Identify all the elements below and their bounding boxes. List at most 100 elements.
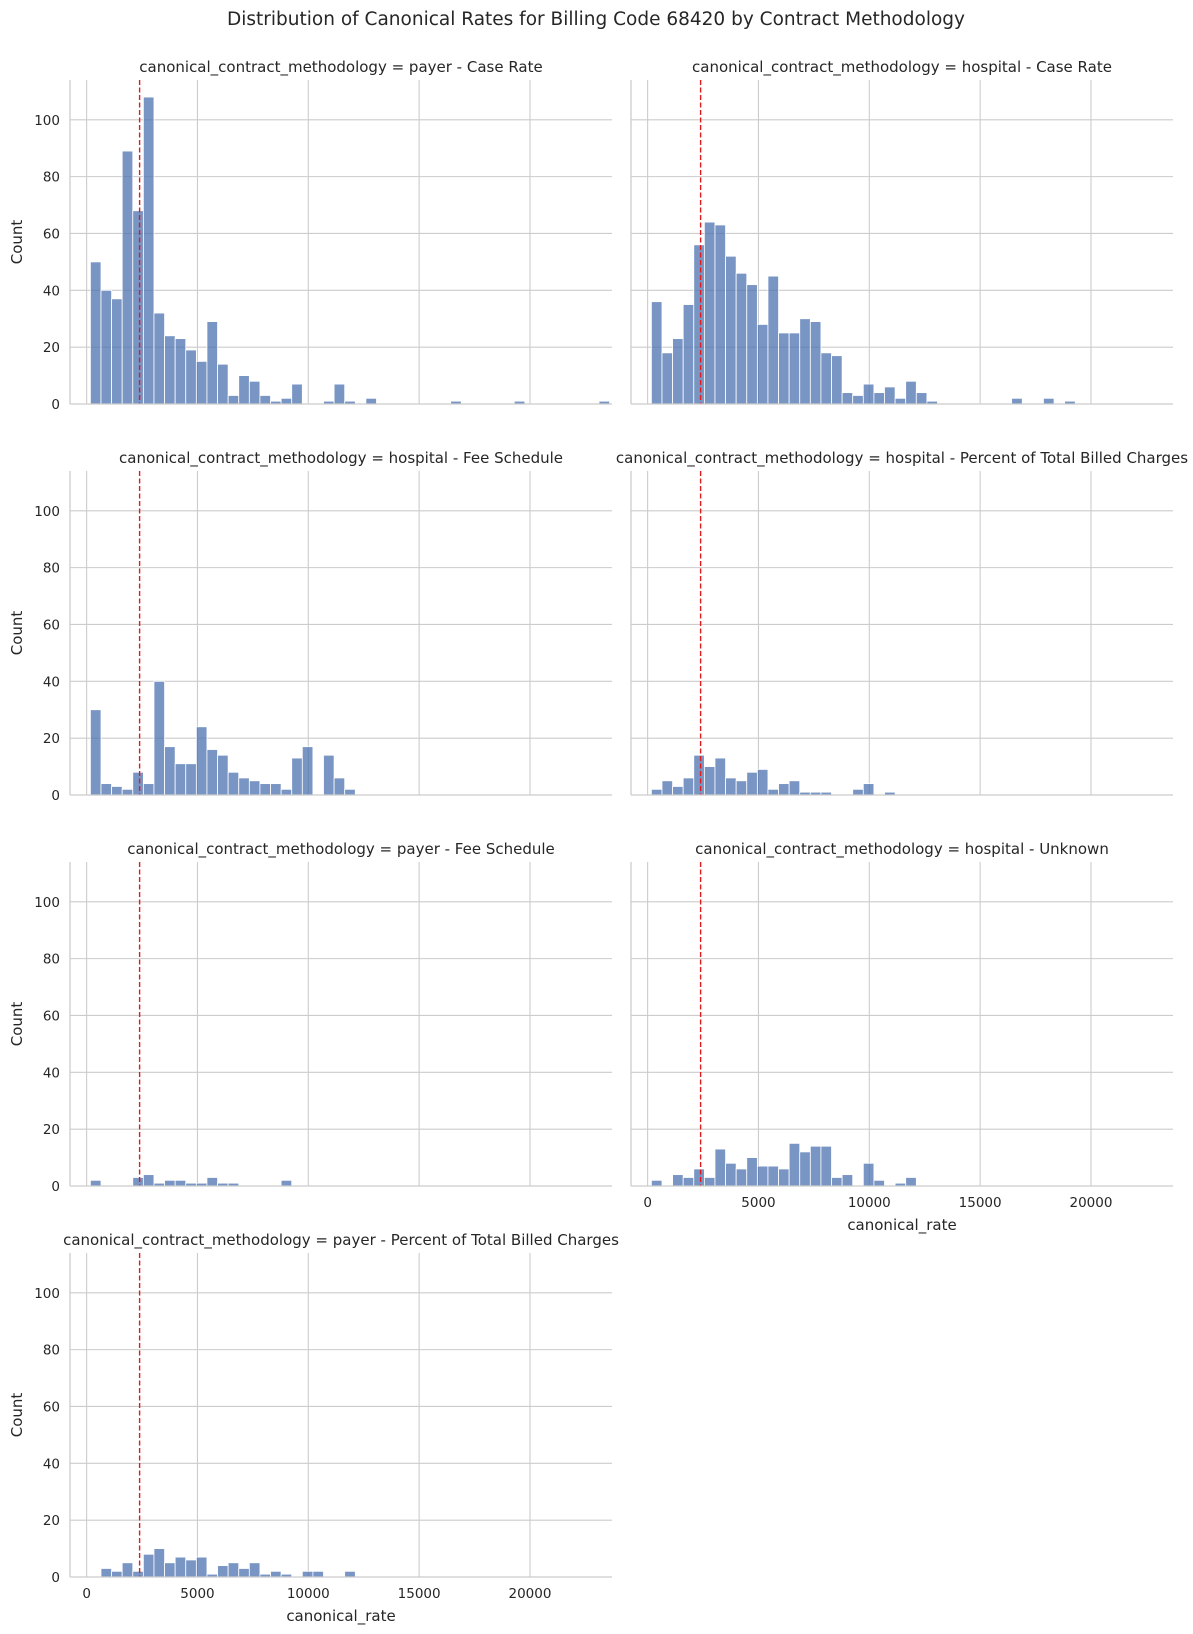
y-tick-label: 100	[34, 1286, 60, 1302]
histogram-bar	[142, 1174, 155, 1187]
y-axis-label: Count	[8, 611, 26, 656]
histogram-bar	[693, 754, 705, 796]
histogram-bar	[778, 1168, 790, 1187]
histogram-bar	[746, 284, 758, 405]
histogram-bar	[852, 788, 864, 796]
histogram-bar	[672, 1174, 684, 1187]
histogram-bar	[323, 754, 335, 796]
histogram-bar	[248, 780, 261, 796]
histogram-bar	[248, 380, 261, 405]
histogram-bar	[788, 1142, 801, 1187]
histogram-bar	[89, 261, 102, 405]
y-axis-label: Count	[8, 220, 26, 265]
histogram-bar	[132, 1177, 144, 1187]
histogram-bar	[672, 786, 684, 796]
panel-title: canonical_contract_methodology = hospita…	[119, 449, 563, 468]
histogram-bar	[862, 1162, 875, 1187]
histogram-bar	[280, 788, 293, 796]
histogram-bar	[693, 244, 705, 405]
x-axis-label: canonical_rate	[847, 1216, 956, 1235]
histogram-bar	[682, 304, 695, 405]
histogram-bar	[841, 1174, 854, 1187]
y-tick-label: 0	[51, 397, 60, 413]
histogram-bar	[217, 363, 229, 405]
histogram-bar	[121, 788, 134, 796]
histogram-panel-3: canonical_contract_methodology = hospita…	[8, 449, 612, 804]
histogram-bar	[788, 780, 801, 796]
histogram-bar	[164, 335, 176, 405]
panel-title: canonical_contract_methodology = hospita…	[692, 58, 1112, 77]
histogram-bar	[164, 1179, 176, 1187]
histogram-bar	[735, 272, 748, 405]
histogram-bar	[121, 150, 134, 405]
histogram-panel-5: canonical_contract_methodology = payer -…	[8, 840, 612, 1195]
histogram-bar	[238, 375, 250, 405]
histogram-bar	[333, 383, 346, 405]
y-tick-label: 60	[43, 617, 60, 633]
histogram-bar	[217, 1565, 229, 1578]
histogram-bar	[280, 1179, 293, 1187]
histogram-bar	[153, 312, 165, 405]
x-tick-label: 20000	[509, 1586, 552, 1602]
y-axis-label: Count	[8, 1393, 26, 1438]
y-axis-label: Count	[8, 1002, 26, 1047]
y-tick-label: 20	[43, 731, 60, 747]
panel-title: canonical_contract_methodology = hospita…	[695, 840, 1109, 859]
histogram-bar	[195, 1556, 208, 1578]
histogram-bar	[905, 380, 917, 405]
histogram-bar	[206, 321, 218, 405]
histogram-bar	[1043, 397, 1055, 405]
histogram-bar	[788, 332, 801, 405]
histogram-bar	[1011, 397, 1023, 405]
panel-title: canonical_contract_methodology = hospita…	[616, 449, 1188, 468]
histogram-bar	[164, 746, 176, 796]
histogram-bar	[227, 1562, 240, 1578]
histogram-bar	[164, 1562, 176, 1578]
panel-title: canonical_contract_methodology = payer -…	[139, 58, 542, 77]
histogram-bar	[111, 786, 123, 796]
histogram-bar	[650, 301, 663, 405]
histogram-bar	[725, 777, 737, 796]
histogram-bar	[259, 395, 271, 405]
histogram-bar	[725, 1162, 737, 1187]
histogram-bar	[714, 224, 726, 405]
histogram-bar	[132, 210, 144, 405]
histogram-bar	[778, 332, 790, 405]
histogram-bar	[756, 324, 769, 405]
histogram-bar	[344, 1570, 356, 1578]
y-tick-label: 100	[34, 113, 60, 129]
histogram-bar	[248, 1562, 261, 1578]
histogram-bar	[259, 783, 271, 796]
histogram-bar	[915, 392, 928, 405]
histogram-bar	[672, 338, 684, 405]
histogram-bar	[820, 1145, 832, 1187]
histogram-bar	[132, 1570, 144, 1578]
x-tick-label: 5000	[741, 1195, 775, 1211]
x-tick-label: 15000	[398, 1586, 441, 1602]
histogram-bar	[809, 321, 822, 405]
histogram-bar	[227, 771, 240, 796]
histogram-bar	[142, 783, 155, 796]
histogram-bar	[185, 1559, 197, 1578]
histogram-bar	[291, 383, 303, 405]
histogram-bar	[756, 769, 769, 796]
histogram-bar	[894, 397, 907, 405]
histogram-panel-7: canonical_contract_methodology = payer -…	[8, 1231, 619, 1626]
histogram-bar	[862, 783, 875, 796]
histogram-bar	[174, 1556, 187, 1578]
histogram-bar	[89, 1179, 102, 1187]
histogram-bar	[746, 1157, 758, 1187]
histogram-bar	[820, 352, 832, 405]
histogram-bar	[682, 777, 695, 796]
histogram-bar	[238, 777, 250, 796]
histogram-bar	[756, 1165, 769, 1187]
y-tick-label: 80	[43, 561, 60, 577]
panel-title: canonical_contract_methodology = payer -…	[127, 840, 555, 859]
histogram-panel-6: canonical_contract_methodology = hospita…	[630, 840, 1173, 1235]
histogram-bar	[344, 788, 356, 796]
histogram-bar	[703, 1177, 716, 1187]
x-tick-label: 10000	[848, 1195, 891, 1211]
histogram-bar	[174, 338, 187, 405]
histogram-bar	[174, 763, 187, 796]
histogram-bar	[661, 780, 673, 796]
